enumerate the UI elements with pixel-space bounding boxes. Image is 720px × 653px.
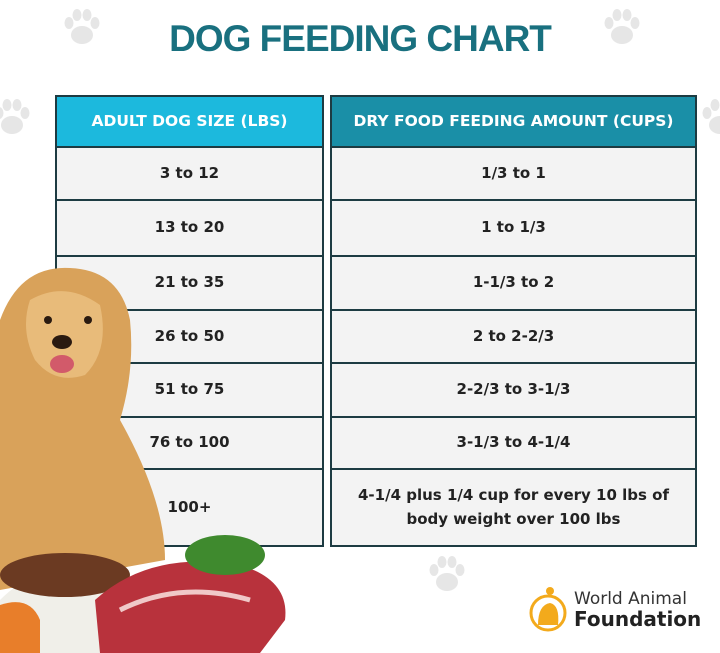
logo-line-1: World Animal — [574, 588, 687, 609]
paw-print-icon — [702, 99, 720, 134]
logo-line-2: Foundation — [574, 607, 702, 632]
amount-cell: 1 to 1/3 — [330, 199, 697, 257]
amount-cell: 1-1/3 to 2 — [330, 255, 697, 311]
dog-and-food-illustration — [0, 267, 286, 653]
paw-print-icon — [0, 99, 30, 134]
header-feeding-amount: DRY FOOD FEEDING AMOUNT (CUPS) — [330, 95, 697, 148]
feeding-amount-column: DRY FOOD FEEDING AMOUNT (CUPS) 1/3 to 1 … — [330, 95, 697, 547]
amount-cell: 2-2/3 to 3-1/3 — [330, 362, 697, 418]
size-cell: 3 to 12 — [55, 146, 324, 201]
logo-dog-icon — [529, 587, 567, 632]
size-cell: 13 to 20 — [55, 199, 324, 257]
page-title: DOG FEEDING CHART — [169, 18, 552, 59]
amount-cell: 1/3 to 1 — [330, 146, 697, 201]
paw-print-icon — [429, 556, 465, 591]
world-animal-foundation-logo: World Animal Foundation — [528, 585, 701, 635]
amount-cell: 2 to 2-2/3 — [330, 309, 697, 364]
amount-cell: 3-1/3 to 4-1/4 — [330, 416, 697, 470]
amount-cell: 4-1/4 plus 1/4 cup for every 10 lbs of b… — [330, 468, 697, 547]
header-dog-size: ADULT DOG SIZE (LBS) — [55, 95, 324, 148]
